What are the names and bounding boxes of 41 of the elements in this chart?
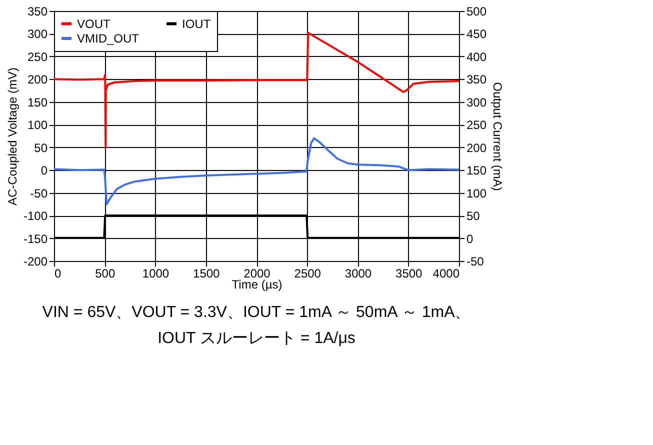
y2-tick-label: 100 [466,186,487,200]
y-axis-title: AC-Coupled Voltage (mV) [5,67,20,206]
legend-label: VMID_OUT [77,32,140,46]
y-tick-label: 350 [27,4,48,18]
y-tick-label: 250 [27,50,48,64]
y2-tick-label: 400 [466,50,487,64]
text: VIN = 65V、VOUT = 3.3V、IOUT = 1mA ～ 50mA ～ 1mA、 [42,304,471,321]
x-tick-label: 3000 [344,266,372,280]
y2-tick-label: 0 [466,232,474,246]
y-tick-label: -100 [23,209,48,224]
x-tick-label: 1000 [142,266,170,280]
y-tick-label: 200 [27,72,48,87]
legend-label: VOUT [77,16,112,31]
x-tick-label: 1500 [193,266,220,280]
y-tick-label: 300 [27,27,48,42]
text: IOUT スルーレート = 1A/μs [158,330,356,347]
y-tick-label: -50 [30,186,48,200]
y2-tick-label: 50 [466,209,480,224]
y2-tick-label: 350 [466,72,487,87]
y2-tick-label: 500 [466,4,487,18]
y-tick-label: 150 [27,95,48,110]
x-tick-label: 3500 [396,266,423,280]
y2-tick-label: 450 [466,27,487,42]
y2-tick-label: 200 [466,140,487,155]
x-tick-label: 2500 [294,266,322,280]
y2-tick-label: 300 [466,95,487,110]
y2-axis-title: Output Current (mA) [490,82,505,191]
x-axis-title: Time (µs) [232,278,282,292]
x-tick-label: 500 [95,266,116,280]
y2-tick-label: 250 [466,118,487,132]
y-tick-label: -200 [23,254,48,268]
y2-tick-label: 150 [466,164,487,178]
x-tick-label: 0 [54,266,62,280]
y2-tick-label: -50 [466,254,484,268]
y-tick-label: 100 [27,118,48,132]
legend-label: IOUT [182,16,212,31]
y-tick-label: 50 [34,140,48,155]
y-tick-label: 0 [40,164,48,178]
x-tick-label: 2000 [244,266,271,280]
x-tick-label: 4000 [432,266,460,280]
y-tick-label: -150 [23,232,48,246]
